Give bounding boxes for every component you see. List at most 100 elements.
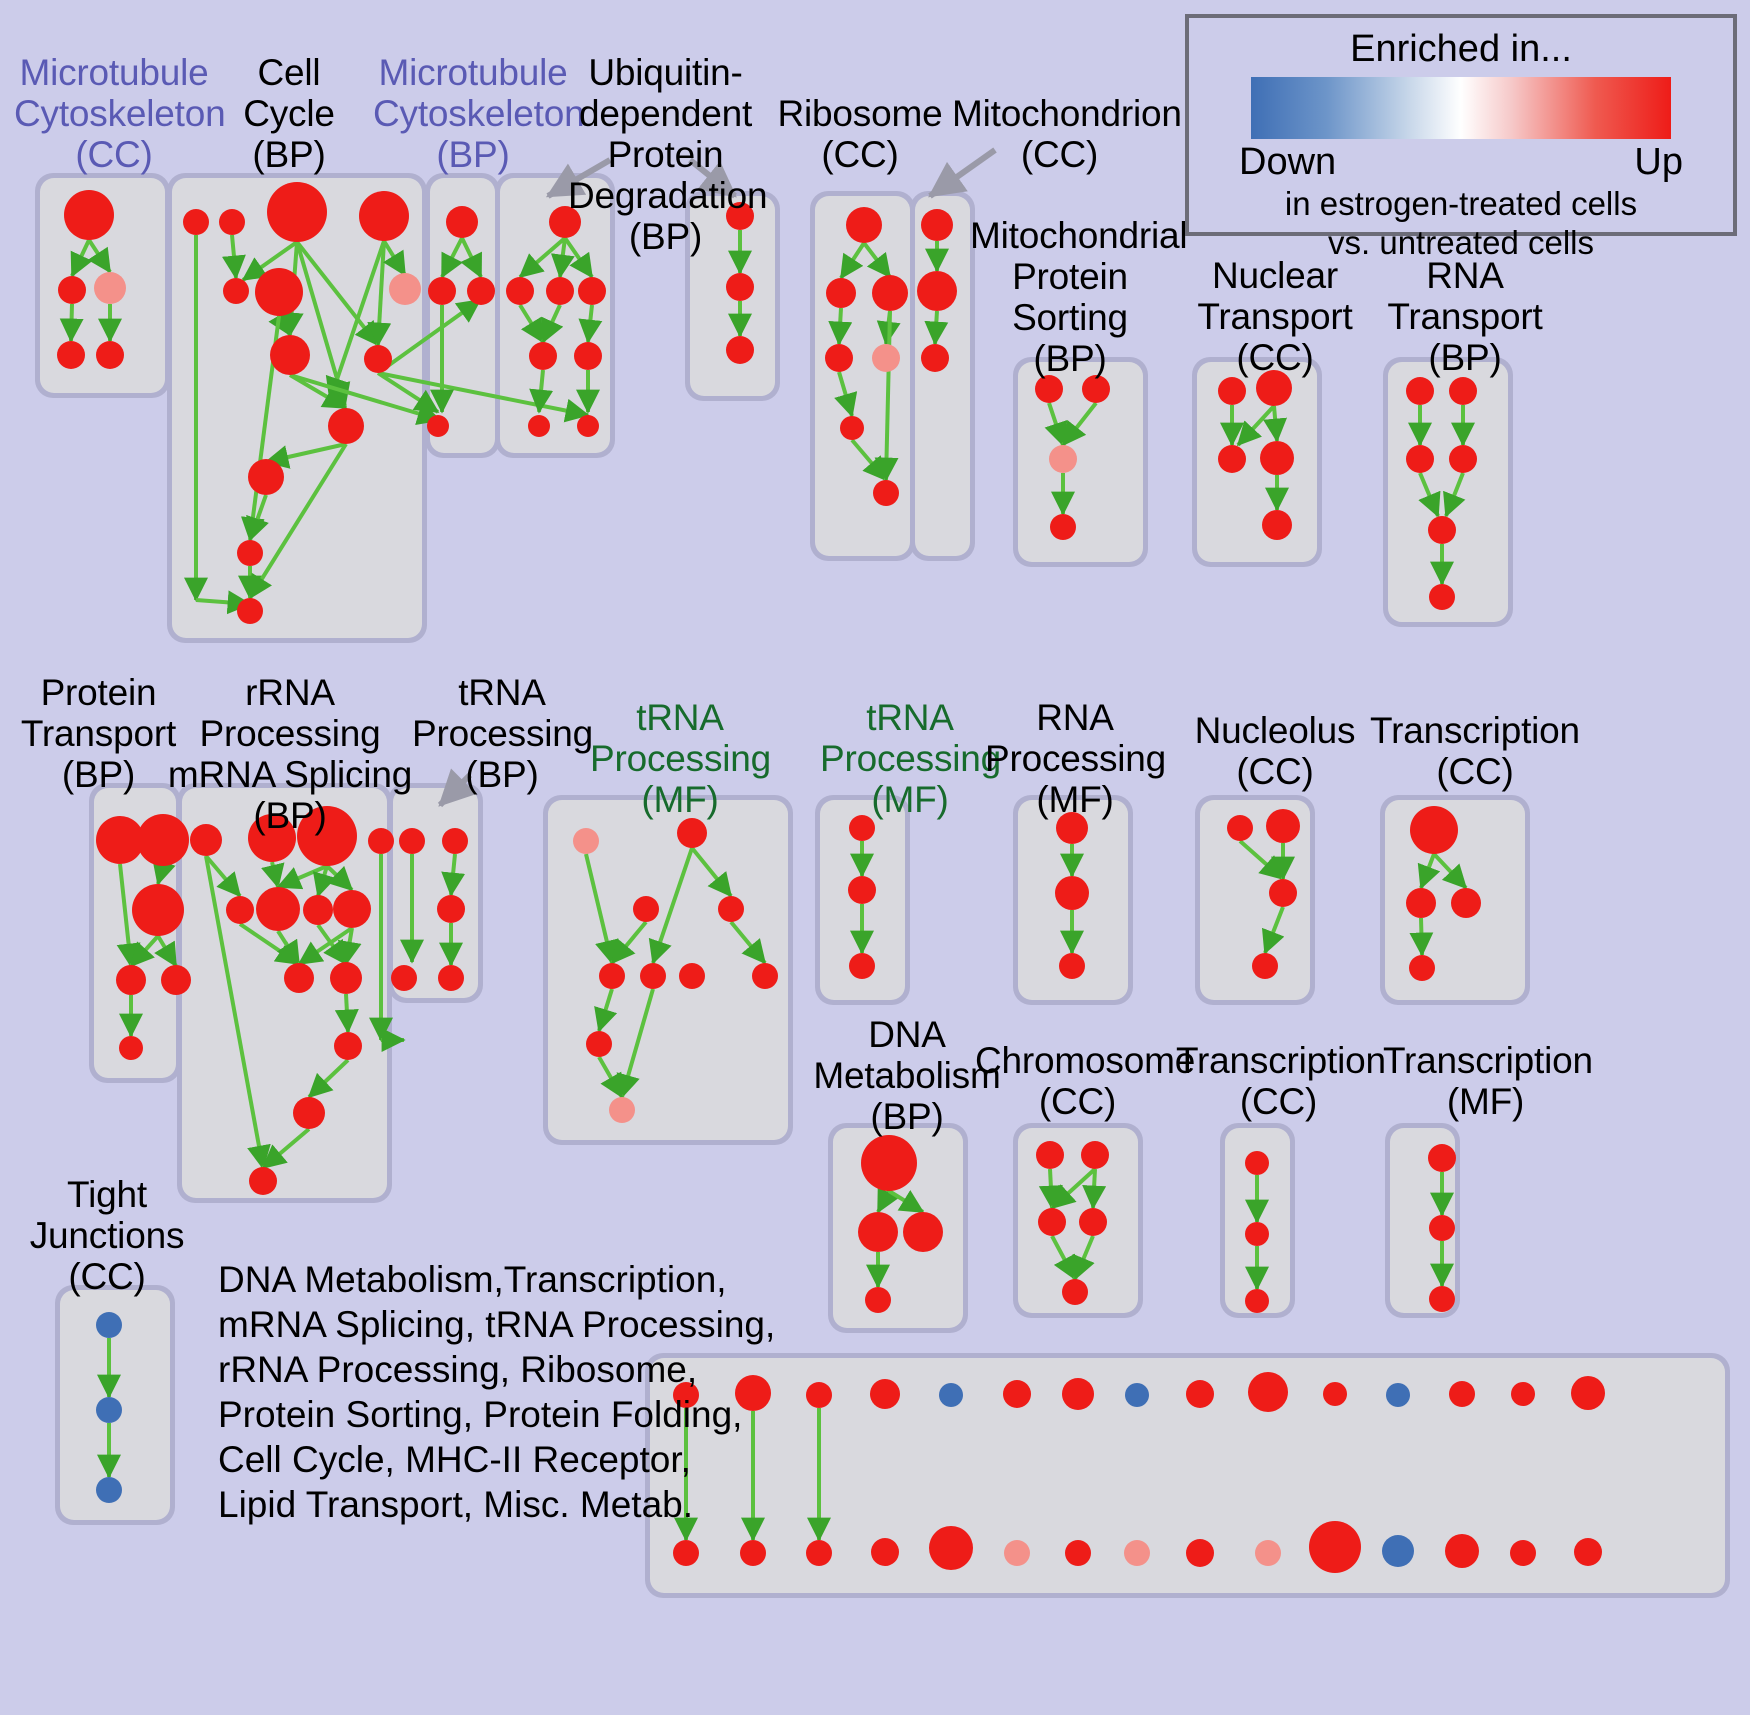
graph-node[interactable] xyxy=(1036,1141,1064,1169)
graph-node[interactable] xyxy=(726,273,754,301)
graph-node[interactable] xyxy=(1245,1289,1269,1313)
graph-node[interactable] xyxy=(578,277,606,305)
graph-node[interactable] xyxy=(467,277,495,305)
graph-node[interactable] xyxy=(825,344,853,372)
graph-node[interactable] xyxy=(1510,1540,1536,1566)
graph-node[interactable] xyxy=(870,1379,900,1409)
graph-node[interactable] xyxy=(609,1097,635,1123)
graph-node[interactable] xyxy=(437,895,465,923)
graph-node[interactable] xyxy=(219,209,245,235)
graph-node[interactable] xyxy=(861,1135,917,1191)
graph-node[interactable] xyxy=(1511,1382,1535,1406)
graph-node[interactable] xyxy=(137,814,189,866)
graph-node[interactable] xyxy=(248,814,296,862)
graph-node[interactable] xyxy=(64,190,114,240)
graph-node[interactable] xyxy=(1386,1383,1410,1407)
graph-node[interactable] xyxy=(921,209,953,241)
graph-node[interactable] xyxy=(921,344,949,372)
graph-node[interactable] xyxy=(248,459,284,495)
graph-node[interactable] xyxy=(223,278,249,304)
graph-node[interactable] xyxy=(718,896,744,922)
graph-node[interactable] xyxy=(1079,1208,1107,1236)
graph-node[interactable] xyxy=(1038,1208,1066,1236)
graph-node[interactable] xyxy=(840,416,864,440)
graph-node[interactable] xyxy=(506,277,534,305)
graph-node[interactable] xyxy=(726,202,754,230)
graph-node[interactable] xyxy=(1035,375,1063,403)
graph-node[interactable] xyxy=(586,1031,612,1057)
graph-node[interactable] xyxy=(1406,445,1434,473)
graph-node[interactable] xyxy=(161,965,191,995)
graph-node[interactable] xyxy=(679,963,705,989)
graph-node[interactable] xyxy=(1252,953,1278,979)
graph-node[interactable] xyxy=(334,1032,362,1060)
graph-node[interactable] xyxy=(57,341,85,369)
graph-node[interactable] xyxy=(848,876,876,904)
graph-node[interactable] xyxy=(391,965,417,991)
graph-node[interactable] xyxy=(740,1540,766,1566)
graph-node[interactable] xyxy=(1186,1539,1214,1567)
graph-node[interactable] xyxy=(1429,1286,1455,1312)
graph-node[interactable] xyxy=(1309,1521,1361,1573)
graph-node[interactable] xyxy=(284,963,314,993)
graph-node[interactable] xyxy=(256,887,300,931)
graph-node[interactable] xyxy=(529,342,557,370)
graph-node[interactable] xyxy=(58,276,86,304)
graph-node[interactable] xyxy=(929,1526,973,1570)
graph-node[interactable] xyxy=(1406,888,1436,918)
graph-node[interactable] xyxy=(446,206,478,238)
graph-node[interactable] xyxy=(438,965,464,991)
graph-node[interactable] xyxy=(549,206,581,238)
graph-node[interactable] xyxy=(1445,1534,1479,1568)
graph-node[interactable] xyxy=(1449,445,1477,473)
graph-node[interactable] xyxy=(116,965,146,995)
graph-node[interactable] xyxy=(1449,377,1477,405)
graph-node[interactable] xyxy=(1245,1222,1269,1246)
graph-node[interactable] xyxy=(1049,445,1077,473)
graph-node[interactable] xyxy=(389,273,421,305)
graph-node[interactable] xyxy=(399,828,425,854)
graph-node[interactable] xyxy=(1062,1378,1094,1410)
graph-node[interactable] xyxy=(826,278,856,308)
graph-node[interactable] xyxy=(1256,370,1292,406)
graph-node[interactable] xyxy=(359,191,409,241)
graph-node[interactable] xyxy=(96,341,124,369)
graph-node[interactable] xyxy=(96,1477,122,1503)
graph-node[interactable] xyxy=(1050,514,1076,540)
graph-node[interactable] xyxy=(226,896,254,924)
graph-node[interactable] xyxy=(577,415,599,437)
graph-node[interactable] xyxy=(573,828,599,854)
graph-node[interactable] xyxy=(270,335,310,375)
graph-node[interactable] xyxy=(1323,1382,1347,1406)
graph-node[interactable] xyxy=(872,275,908,311)
graph-node[interactable] xyxy=(917,271,957,311)
graph-node[interactable] xyxy=(546,277,574,305)
graph-node[interactable] xyxy=(96,1312,122,1338)
graph-node[interactable] xyxy=(237,540,263,566)
graph-node[interactable] xyxy=(865,1287,891,1313)
graph-node[interactable] xyxy=(333,890,371,928)
graph-node[interactable] xyxy=(96,816,144,864)
graph-node[interactable] xyxy=(1082,375,1110,403)
graph-node[interactable] xyxy=(330,962,362,994)
graph-node[interactable] xyxy=(574,342,602,370)
graph-node[interactable] xyxy=(94,272,126,304)
graph-node[interactable] xyxy=(1449,1381,1475,1407)
graph-node[interactable] xyxy=(1218,377,1246,405)
graph-node[interactable] xyxy=(1451,888,1481,918)
graph-node[interactable] xyxy=(1186,1380,1214,1408)
graph-node[interactable] xyxy=(1269,879,1297,907)
graph-node[interactable] xyxy=(939,1383,963,1407)
graph-node[interactable] xyxy=(1571,1376,1605,1410)
graph-node[interactable] xyxy=(427,415,449,437)
graph-node[interactable] xyxy=(846,207,882,243)
graph-node[interactable] xyxy=(1245,1151,1269,1175)
graph-node[interactable] xyxy=(249,1167,277,1195)
graph-node[interactable] xyxy=(1409,955,1435,981)
graph-node[interactable] xyxy=(442,828,468,854)
graph-node[interactable] xyxy=(1227,815,1253,841)
graph-node[interactable] xyxy=(1125,1383,1149,1407)
graph-node[interactable] xyxy=(1262,510,1292,540)
graph-node[interactable] xyxy=(364,345,392,373)
graph-node[interactable] xyxy=(872,344,900,372)
